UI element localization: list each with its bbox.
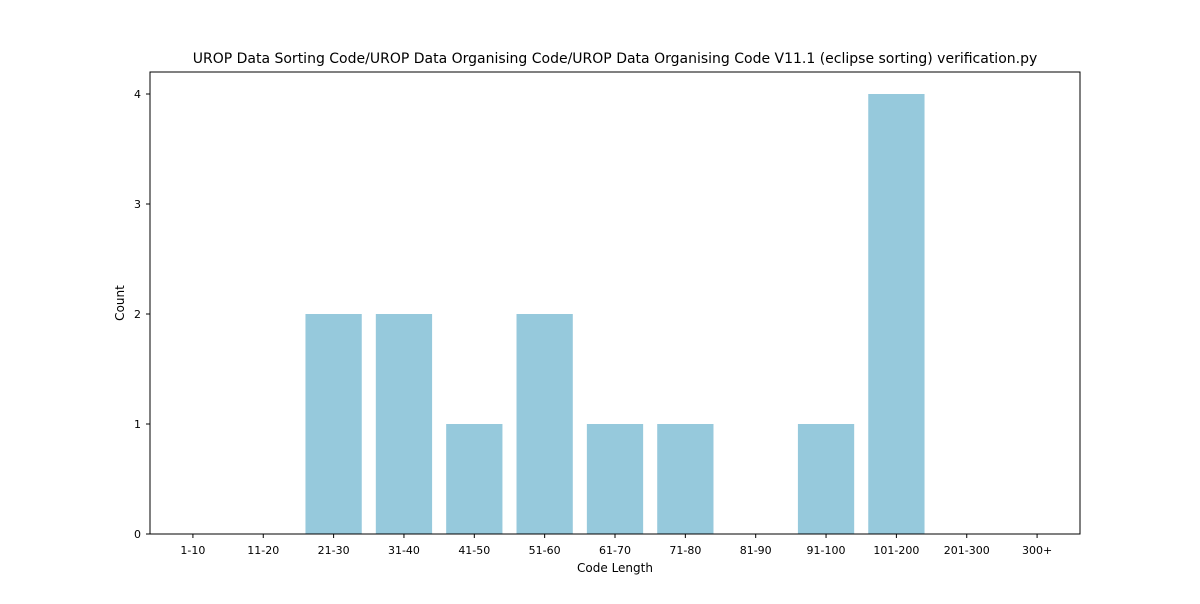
x-tick-label: 61-70	[599, 544, 631, 557]
x-tick-label: 31-40	[388, 544, 420, 557]
bars-group	[305, 94, 925, 534]
y-tick-label: 2	[134, 308, 141, 321]
bar-51-60	[516, 314, 573, 534]
x-tick-label: 41-50	[458, 544, 490, 557]
bar-21-30	[305, 314, 362, 534]
x-tick-label: 51-60	[529, 544, 561, 557]
bar-31-40	[375, 314, 433, 534]
x-tick-label: 81-90	[740, 544, 772, 557]
y-tick-label: 1	[134, 418, 141, 431]
bar-91-100	[797, 424, 855, 534]
bar-101-200	[868, 94, 925, 534]
x-tick-label: 201-300	[944, 544, 990, 557]
y-axis-label: Count	[113, 285, 127, 321]
x-tick-label: 21-30	[318, 544, 350, 557]
x-axis-label: Code Length	[577, 561, 653, 575]
x-tick-label: 1-10	[180, 544, 205, 557]
y-tick-label: 0	[134, 528, 141, 541]
x-tick-label: 91-100	[807, 544, 846, 557]
x-tick-label: 71-80	[669, 544, 701, 557]
x-tick-label: 11-20	[247, 544, 279, 557]
bar-41-50	[446, 424, 503, 534]
x-axis-ticks: 1-10 11-20 21-30 31-40 41-50 51-60 61-70 71-80 8…	[180, 534, 1052, 557]
x-tick-label: 101-200	[873, 544, 919, 557]
x-tick-label: 300+	[1022, 544, 1052, 557]
bar-71-80	[657, 424, 714, 534]
y-axis-ticks: 0 1 2 3 4	[134, 88, 150, 541]
y-tick-label: 4	[134, 88, 141, 101]
chart-title: UROP Data Sorting Code/UROP Data Organis…	[193, 51, 1038, 67]
bar-61-70	[586, 424, 644, 534]
y-tick-label: 3	[134, 198, 141, 211]
